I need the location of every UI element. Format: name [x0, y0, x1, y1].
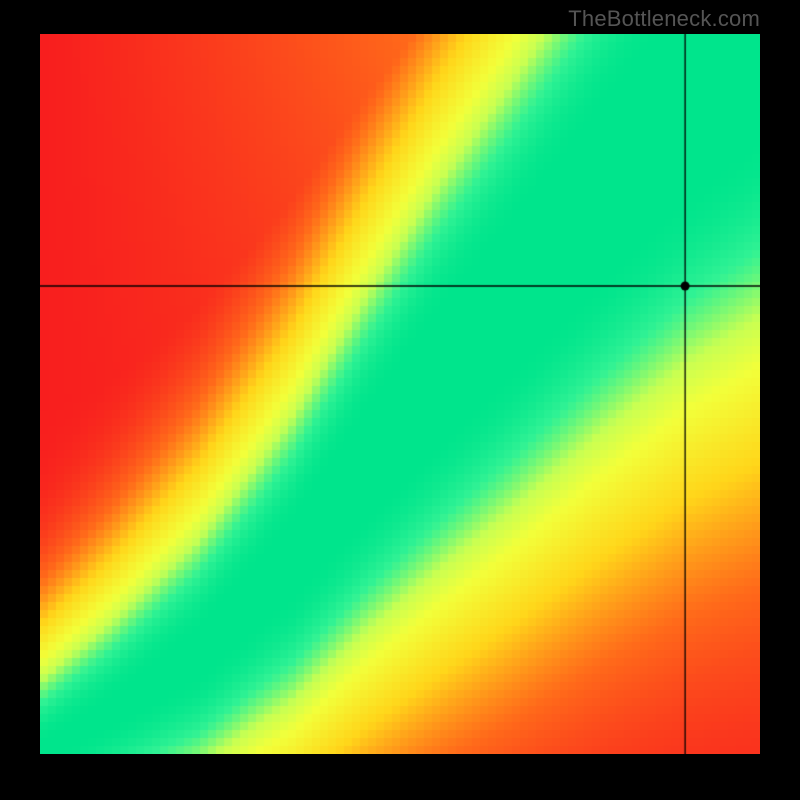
heatmap-canvas: [40, 34, 760, 754]
watermark-text: TheBottleneck.com: [568, 6, 760, 32]
heatmap-plot: [40, 34, 760, 754]
page-root: TheBottleneck.com: [0, 0, 800, 800]
